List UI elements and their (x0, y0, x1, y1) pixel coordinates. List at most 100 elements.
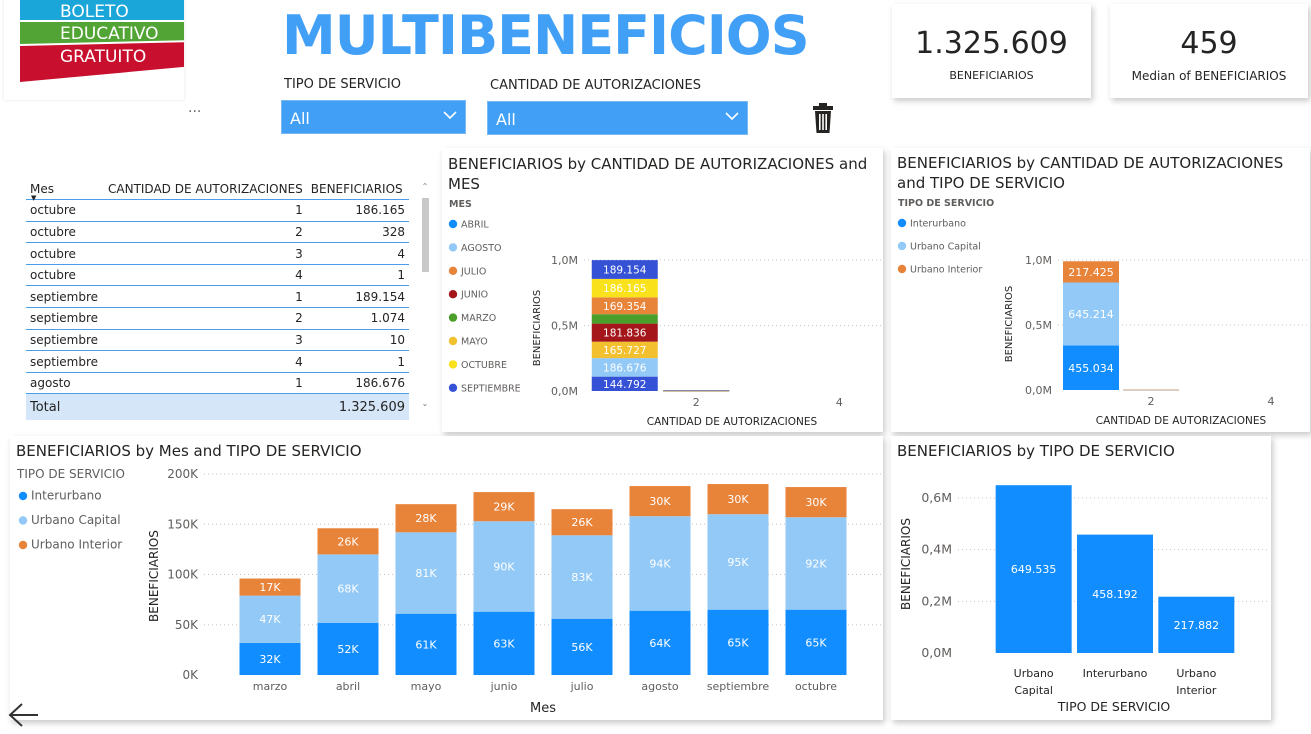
bar-segment[interactable] (785, 517, 847, 610)
legend-item[interactable]: OCTUBRE (448, 360, 507, 371)
legend-marker (448, 266, 458, 275)
data-label: 81K (415, 567, 437, 580)
bar[interactable] (995, 485, 1072, 653)
bar-segment[interactable] (663, 390, 730, 391)
cell-beneficiarios: 1 (306, 350, 409, 373)
bar-segment[interactable] (1063, 282, 1119, 346)
bar-segment[interactable] (551, 618, 613, 675)
bar-segment[interactable] (1063, 345, 1119, 390)
header-mes[interactable]: Mes ▼ (30, 181, 54, 202)
data-label: 47K (259, 613, 281, 626)
legend-item[interactable]: MAYO (448, 336, 488, 348)
legend-item[interactable]: Urbano Capital (897, 242, 981, 253)
bar-segment[interactable] (629, 610, 691, 675)
table-row: agosto 1 186.676 (26, 372, 409, 395)
bar-segment[interactable] (317, 622, 379, 675)
bar-segment[interactable] (239, 595, 301, 643)
bar-segment[interactable] (707, 609, 769, 675)
bar-segment[interactable] (591, 278, 658, 298)
bar-segment[interactable] (707, 484, 769, 515)
bar-segment[interactable] (317, 528, 379, 555)
bar-segment[interactable] (551, 509, 613, 536)
legend-marker (448, 383, 458, 392)
data-label: 61K (415, 638, 437, 651)
table-row: octubre 1 186.165 (26, 199, 409, 222)
bar-segment[interactable] (591, 341, 658, 359)
legend-label: JUNIO (460, 290, 488, 301)
bar-segment[interactable] (551, 535, 613, 619)
cell-mes: agosto (26, 372, 104, 395)
table-row: septiembre 3 10 (26, 329, 409, 352)
bar[interactable] (1158, 596, 1235, 653)
chart-card-mes-autorizaciones: BENEFICIARIOS by CANTIDAD DE AUTORIZACIO… (442, 148, 883, 432)
trash-icon[interactable] (812, 102, 834, 134)
legend-item[interactable]: JUNIO (448, 290, 488, 301)
legend-item[interactable]: Urbano Interior (18, 538, 122, 552)
x-tick-label: Capital (1014, 684, 1053, 697)
bar-segment[interactable] (785, 609, 847, 675)
bar-segment[interactable] (473, 611, 535, 675)
bar-segment[interactable] (591, 376, 658, 391)
bar-segment[interactable] (317, 554, 379, 623)
data-label: 94K (649, 557, 671, 570)
bar-segment[interactable] (591, 314, 658, 324)
x-tick-label: Urbano (1176, 667, 1216, 680)
bar-segment[interactable] (473, 521, 535, 612)
cantidad-autorizaciones-dropdown[interactable]: All (487, 101, 748, 135)
legend-item[interactable]: Urbano Interior (897, 265, 983, 276)
cell-beneficiarios: 1 (306, 264, 409, 287)
chevron-down-icon (725, 112, 739, 121)
bar-segment[interactable] (591, 297, 658, 315)
bar-segment[interactable] (473, 492, 535, 522)
data-label: 217.882 (1174, 619, 1220, 632)
y-tick-label: 0,2M (921, 593, 952, 608)
chart-card-mes-tipo: BENEFICIARIOS by Mes and TIPO DE SERVICI… (10, 436, 883, 720)
data-label: 165.727 (603, 345, 646, 357)
legend-item[interactable]: MARZO (448, 313, 496, 324)
bar-segment[interactable] (591, 260, 658, 279)
legend-item[interactable]: Interurbano (897, 218, 966, 230)
bar-segment[interactable] (239, 642, 301, 675)
data-label: 63K (493, 637, 515, 650)
cell-mes: septiembre (26, 307, 104, 330)
bar-segment[interactable] (629, 486, 691, 517)
more-options-icon[interactable]: ... (188, 100, 202, 116)
legend-label: Urbano Interior (31, 538, 122, 552)
bar-segment[interactable] (785, 487, 847, 518)
data-label: 217.425 (1068, 266, 1114, 279)
bar[interactable] (1077, 534, 1153, 653)
bar-segment[interactable] (395, 613, 457, 675)
cell-mes: septiembre (26, 285, 104, 309)
x-tick-label: julio (570, 680, 594, 693)
data-label: 169.354 (603, 301, 647, 313)
cell-cantidad: 1 (104, 372, 307, 395)
legend-title: TIPO DE SERVICIO (16, 467, 125, 481)
bar-segment[interactable] (239, 578, 301, 596)
bar-segment[interactable] (629, 516, 691, 611)
legend-marker (897, 218, 907, 228)
data-label: 56K (571, 641, 593, 654)
bar-segment[interactable] (591, 358, 658, 377)
legend-item[interactable]: Urbano Capital (18, 513, 121, 527)
legend-item[interactable]: SEPTIEMBRE (448, 383, 521, 394)
table-scrollbar[interactable]: ⌃ ⌄ (420, 182, 430, 408)
kpi-value: 1.325.609 (915, 26, 1068, 61)
back-arrow-icon[interactable] (8, 702, 40, 728)
legend-item[interactable]: JULIO (448, 266, 487, 277)
table-row: octubre 2 328 (26, 221, 409, 244)
legend-item[interactable]: ABRIL (448, 220, 490, 231)
header-beneficiarios[interactable]: BENEFICIARIOS (310, 181, 403, 196)
legend-marker (448, 336, 458, 346)
data-label: 645.214 (1068, 308, 1114, 321)
bar-segment[interactable] (591, 323, 658, 342)
tipo-servicio-dropdown[interactable]: All (281, 100, 466, 134)
bar-segment[interactable] (395, 504, 457, 533)
bar-segment[interactable] (707, 514, 769, 610)
bar-segment[interactable] (395, 532, 457, 614)
legend-item[interactable]: Interurbano (18, 489, 102, 503)
bar-segment[interactable] (1123, 389, 1179, 391)
header-cantidad[interactable]: CANTIDAD DE AUTORIZACIONES (108, 181, 303, 196)
scroll-thumb[interactable] (422, 198, 429, 272)
bar-segment[interactable] (1063, 261, 1119, 283)
legend-item[interactable]: AGOSTO (448, 243, 502, 254)
